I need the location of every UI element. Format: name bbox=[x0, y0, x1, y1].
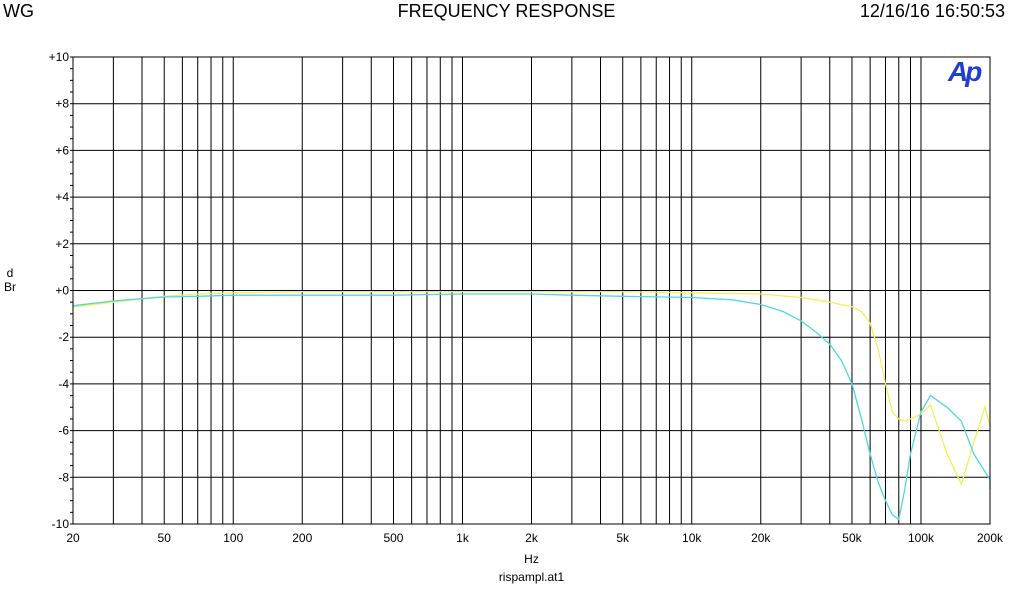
plot-frame bbox=[72, 56, 991, 525]
x-tick-label: 100 bbox=[223, 531, 243, 545]
chart-title: FREQUENCY RESPONSE bbox=[397, 1, 616, 21]
x-tick-label: 500 bbox=[383, 531, 403, 545]
x-tick-label: 200k bbox=[977, 531, 1004, 545]
timestamp: 12/16/16 16:50:53 bbox=[859, 1, 1005, 21]
series-line-2 bbox=[72, 293, 991, 521]
y-axis-label: dBr bbox=[4, 266, 16, 294]
y-tick-label: +2 bbox=[55, 237, 69, 251]
y-tick-label: -2 bbox=[58, 330, 69, 344]
header-left-label: WG bbox=[3, 1, 34, 21]
series-line-1 bbox=[72, 291, 991, 487]
y-tick-label: -8 bbox=[58, 470, 69, 484]
x-axis-label: Hz bbox=[524, 552, 539, 566]
x-tick-label: 5k bbox=[616, 531, 630, 545]
x-tick-label: 50k bbox=[842, 531, 862, 545]
y-tick-label: -10 bbox=[52, 517, 70, 531]
footer-filename: rispampl.at1 bbox=[499, 570, 565, 584]
grid bbox=[70, 56, 990, 525]
y-tick-label: +4 bbox=[55, 190, 69, 204]
y-tick-label: -6 bbox=[58, 424, 69, 438]
y-tick-label: +8 bbox=[55, 97, 69, 111]
x-tick-label: 10k bbox=[682, 531, 702, 545]
x-tick-label: 50 bbox=[158, 531, 172, 545]
x-tick-label: 20k bbox=[751, 531, 771, 545]
x-tick-label: 1k bbox=[456, 531, 470, 545]
ap-logo: Ap bbox=[948, 56, 982, 87]
y-tick-label: +10 bbox=[49, 50, 70, 64]
y-tick-labels: +10 +8 +6 +4 +2 +0 -2 -4 -6 -8 -10 bbox=[49, 50, 70, 531]
y-tick-label: -4 bbox=[58, 377, 69, 391]
x-tick-label: 200 bbox=[292, 531, 312, 545]
y-tick-label: +6 bbox=[55, 143, 69, 157]
x-tick-label: 2k bbox=[525, 531, 539, 545]
x-tick-label: 100k bbox=[908, 531, 935, 545]
x-tick-label: 20 bbox=[66, 531, 80, 545]
x-tick-labels: 20 50 100 200 500 1k 2k 5k 10k 20k 50k 100k 200k bbox=[66, 531, 1004, 545]
y-tick-label: +0 bbox=[55, 284, 69, 298]
series-lines bbox=[72, 291, 991, 521]
